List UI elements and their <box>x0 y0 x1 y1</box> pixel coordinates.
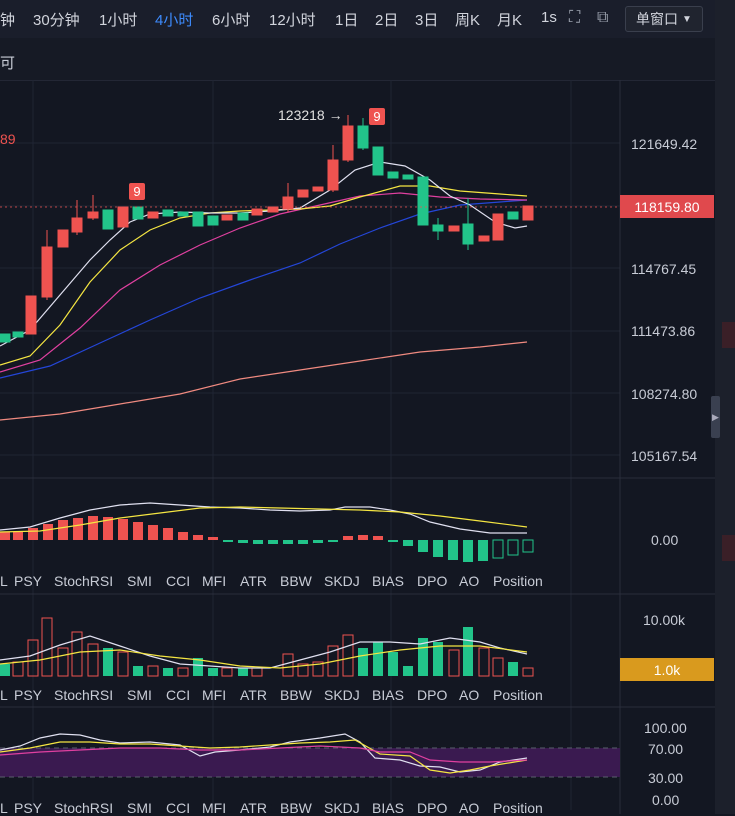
tf-week[interactable]: 周K <box>455 12 481 29</box>
price-label: 105167.54 <box>631 448 698 464</box>
tab-partial[interactable]: L <box>0 687 8 703</box>
tab-bias[interactable]: BIAS <box>372 573 404 589</box>
tab-bias[interactable]: BIAS <box>372 800 404 816</box>
kdj-k <box>0 733 528 773</box>
tab-position[interactable]: Position <box>493 800 543 816</box>
tab-psy[interactable]: PSY <box>14 800 43 816</box>
tab-cci[interactable]: CCI <box>166 800 191 816</box>
kdj-label: 70.00 <box>648 741 684 757</box>
tab-position[interactable]: Position <box>493 687 543 703</box>
signal-marker-bg <box>129 183 145 200</box>
tf-3d[interactable]: 3日 <box>415 12 439 29</box>
price-label: 114767.45 <box>631 261 697 277</box>
timeframe-toolbar: 钟 30分钟 1小时 4小时 6小时 12小时 1日 2日 3日 周K 月K 1… <box>0 0 715 38</box>
price-label: 108274.80 <box>631 386 698 402</box>
kdj-label: 0.00 <box>652 792 680 808</box>
high-annotation: 123218 → <box>278 107 343 123</box>
tab-dpo[interactable]: DPO <box>417 687 448 703</box>
sub-header: 可 <box>0 38 715 81</box>
tab-stochrsi[interactable]: StochRSI <box>54 800 114 816</box>
volume-current-tag: 1.0k <box>620 658 714 681</box>
tab-psy[interactable]: PSY <box>14 687 43 703</box>
chart-canvas[interactable]: 9 9 <box>0 0 715 814</box>
ma60-line <box>0 341 528 421</box>
kdj-d <box>0 739 528 774</box>
tab-skdj[interactable]: SKDJ <box>324 800 360 816</box>
tf-12h[interactable]: 12小时 <box>269 12 316 29</box>
tab-bbw[interactable]: BBW <box>280 687 312 703</box>
tab-atr[interactable]: ATR <box>240 800 267 816</box>
ma20-line <box>0 192 528 373</box>
tab-cci[interactable]: CCI <box>166 573 191 589</box>
tab-smi[interactable]: SMI <box>127 687 152 703</box>
tab-ao[interactable]: AO <box>459 687 480 703</box>
tf-min[interactable]: 钟 <box>0 12 16 29</box>
tab-skdj[interactable]: SKDJ <box>324 573 360 589</box>
vol-ma10 <box>0 645 528 669</box>
price-label: 111473.86 <box>631 323 696 339</box>
price-label: 121649.42 <box>631 136 698 152</box>
sub-header-text: 可 <box>0 55 16 72</box>
tab-ao[interactable]: AO <box>459 800 480 816</box>
tab-bbw[interactable]: BBW <box>280 800 312 816</box>
tab-skdj[interactable]: SKDJ <box>324 687 360 703</box>
signal-marker-bg <box>369 108 385 125</box>
tab-cci[interactable]: CCI <box>166 687 191 703</box>
tf-4h[interactable]: 4小时 <box>155 12 194 29</box>
tab-position[interactable]: Position <box>493 573 543 589</box>
tab-stochrsi[interactable]: StochRSI <box>54 687 114 703</box>
caret-down-icon: ▼ <box>682 13 692 25</box>
right-rail <box>715 0 735 814</box>
tab-mfi[interactable]: MFI <box>202 687 227 703</box>
tf-month[interactable]: 月K <box>497 12 523 29</box>
tab-atr[interactable]: ATR <box>240 687 267 703</box>
tab-psy[interactable]: PSY <box>14 573 43 589</box>
ma5-line <box>0 161 528 347</box>
signal-marker: 9 <box>373 109 380 124</box>
main-left-value: 89 <box>0 131 16 147</box>
tf-2d[interactable]: 2日 <box>375 12 399 29</box>
tab-dpo[interactable]: DPO <box>417 800 448 816</box>
tab-bbw[interactable]: BBW <box>280 573 312 589</box>
tab-smi[interactable]: SMI <box>127 800 152 816</box>
tab-dpo[interactable]: DPO <box>417 573 448 589</box>
rail-marker <box>722 322 735 348</box>
candles <box>0 115 534 343</box>
window-mode-label: 单窗口 <box>636 11 679 27</box>
tf-1d[interactable]: 1日 <box>335 12 359 29</box>
kdj-band <box>0 748 620 777</box>
kdj-label: 100.00 <box>644 720 687 736</box>
tf-6h[interactable]: 6小时 <box>212 12 251 29</box>
tab-mfi[interactable]: MFI <box>202 573 227 589</box>
kdj-label: 30.00 <box>648 770 684 786</box>
tf-30m[interactable]: 30分钟 <box>33 12 80 29</box>
tab-atr[interactable]: ATR <box>240 573 267 589</box>
window-mode-select[interactable]: 单窗口 ▼ <box>625 6 703 32</box>
signal-marker: 9 <box>133 184 140 199</box>
kdj-j <box>0 745 528 763</box>
tab-mfi[interactable]: MFI <box>202 800 227 816</box>
tab-bias[interactable]: BIAS <box>372 687 404 703</box>
popout-icon[interactable]: ⧉ <box>597 9 609 26</box>
tab-stochrsi[interactable]: StochRSI <box>54 573 114 589</box>
chevron-right-icon[interactable]: ▶ <box>711 396 720 438</box>
current-price-tag: 118159.80 <box>620 195 714 218</box>
tf-1s[interactable]: 1s <box>541 9 557 26</box>
ma30-line <box>0 199 528 379</box>
tab-partial[interactable]: L <box>0 800 8 816</box>
tf-1h[interactable]: 1小时 <box>99 12 138 29</box>
tab-smi[interactable]: SMI <box>127 573 152 589</box>
macd-dif <box>0 502 527 534</box>
rail-marker <box>722 535 735 561</box>
tab-partial[interactable]: L <box>0 573 8 589</box>
tab-ao[interactable]: AO <box>459 573 480 589</box>
macd-zero-label: 0.00 <box>651 532 679 548</box>
macd-dea <box>0 506 528 533</box>
volume-top-label: 10.00k <box>643 612 686 628</box>
expand-icon[interactable]: ⛶ <box>569 9 581 26</box>
